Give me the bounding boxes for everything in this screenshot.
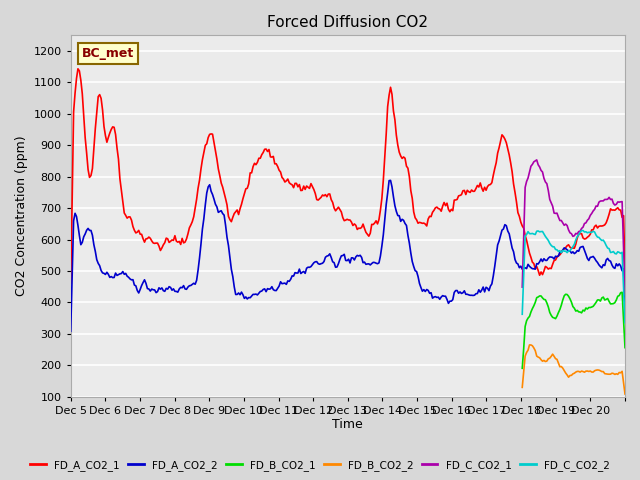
Text: BC_met: BC_met xyxy=(82,47,134,60)
X-axis label: Time: Time xyxy=(332,419,364,432)
Y-axis label: CO2 Concentration (ppm): CO2 Concentration (ppm) xyxy=(15,136,28,296)
Title: Forced Diffusion CO2: Forced Diffusion CO2 xyxy=(268,15,428,30)
Legend: FD_A_CO2_1, FD_A_CO2_2, FD_B_CO2_1, FD_B_CO2_2, FD_C_CO2_1, FD_C_CO2_2: FD_A_CO2_1, FD_A_CO2_2, FD_B_CO2_1, FD_B… xyxy=(26,456,614,475)
